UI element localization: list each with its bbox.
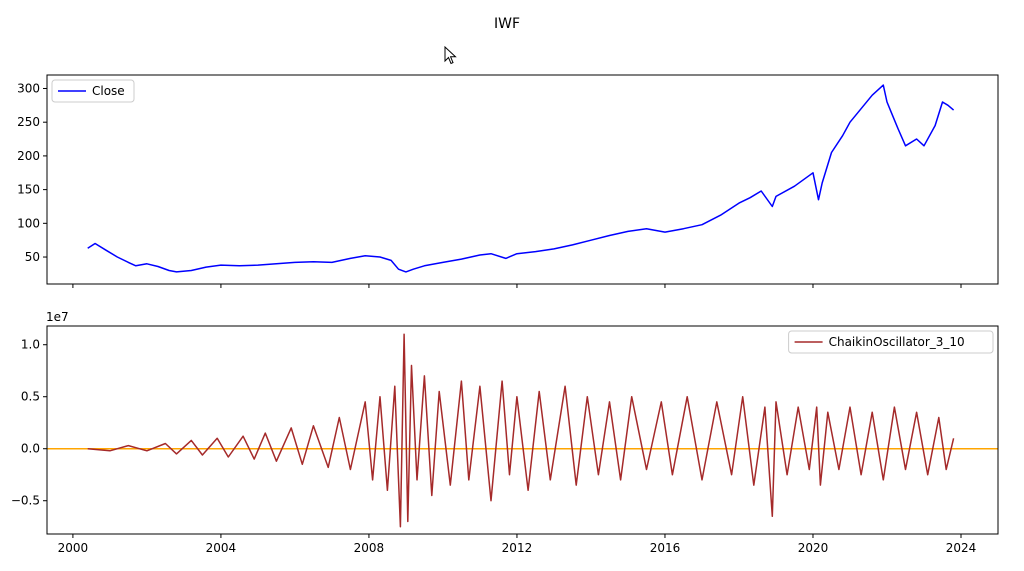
legend-label: Close bbox=[92, 84, 125, 98]
legend-label: ChaikinOscillator_3_10 bbox=[829, 335, 965, 349]
y-tick-label: 300 bbox=[17, 81, 40, 95]
y-tick-label: 250 bbox=[17, 115, 40, 129]
y-tick-label: 1.0 bbox=[21, 338, 40, 352]
x-tick-label: 2004 bbox=[206, 541, 237, 555]
x-tick-label: 2020 bbox=[798, 541, 829, 555]
y-axis-offset-label: 1e7 bbox=[46, 310, 69, 324]
close-price-panel: 50 100 150 200 250 300 Close bbox=[17, 74, 999, 288]
legend-box bbox=[788, 330, 994, 354]
y-tick-label: 150 bbox=[17, 183, 40, 197]
x-tick-label: 2008 bbox=[354, 541, 385, 555]
x-tick-label: 2024 bbox=[946, 541, 977, 555]
series-line-chaikinoscillator-3-10 bbox=[87, 333, 955, 528]
figure-title: IWF bbox=[494, 16, 520, 32]
y-tick-label: 100 bbox=[17, 216, 40, 230]
mouse-pointer-icon bbox=[444, 46, 457, 65]
y-tick-label: 200 bbox=[17, 149, 40, 163]
y-tick-label: 0.0 bbox=[21, 442, 40, 456]
y-tick-label: −0.5 bbox=[11, 494, 40, 508]
axes-frame bbox=[46, 74, 999, 285]
x-tick-label: 2012 bbox=[502, 541, 533, 555]
x-tick-label: 2016 bbox=[650, 541, 681, 555]
chaikin-oscillator-panel: 2000 2004 2008 2012 2016 2020 2024 −0.5 0.0 0.5 1.… bbox=[11, 310, 999, 555]
y-tick-label: 0.5 bbox=[21, 390, 40, 404]
legend-box bbox=[51, 79, 135, 103]
y-tick-label: 50 bbox=[25, 250, 40, 264]
x-tick-label: 2000 bbox=[58, 541, 89, 555]
axes-frame bbox=[46, 325, 999, 535]
series-line-close bbox=[87, 84, 955, 273]
